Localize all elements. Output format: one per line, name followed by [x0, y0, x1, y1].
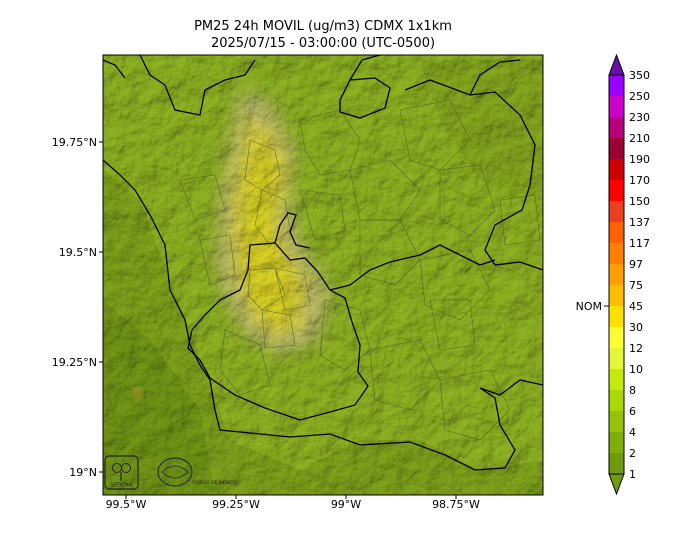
colorbar-tick-label: 12	[629, 342, 643, 355]
map-panel	[103, 55, 543, 495]
colorbar-segment	[609, 327, 624, 348]
colorbar-segment	[609, 138, 624, 159]
map-frame	[102, 54, 544, 496]
lat-tick-label: 19°N	[69, 466, 97, 479]
lon-tick-label: 98.75°W	[432, 498, 480, 511]
colorbar-segment	[609, 243, 624, 264]
colorbar-tick-label: 137	[629, 216, 650, 229]
municipal-boundaries	[179, 99, 541, 441]
map-subtitle-date: 2025/07/15 - 03:00:00 (UTC-0500)	[210, 36, 436, 51]
lat-tick-label: 19.75°N	[52, 136, 97, 149]
colorbar-tick-label: 1	[629, 468, 636, 481]
colorbar-tick-label: 97	[629, 258, 643, 271]
colorbar-tick-label: 30	[629, 321, 643, 334]
cdmx-logo: CIUDAD DE MÉXICO	[157, 457, 237, 487]
colorbar-tick-label: 250	[629, 90, 650, 103]
colorbar-segment	[609, 432, 624, 453]
colorbar-segment	[609, 285, 624, 306]
lat-tick-label: 19.25°N	[52, 356, 97, 369]
state-boundaries	[103, 55, 543, 471]
colorbar-tick-label: 117	[629, 237, 650, 250]
colorbar-segment	[609, 75, 624, 96]
colorbar-tick-label: 10	[629, 363, 643, 376]
colorbar-segment	[609, 390, 624, 411]
colorbar-segment	[609, 96, 624, 117]
lon-axis: 99.5°W 99.25°W 99°W 98.75°W	[106, 495, 480, 511]
colorbar-tick-label: 230	[629, 111, 650, 124]
colorbar-tick-label: 210	[629, 132, 650, 145]
colorbar-segment	[609, 306, 624, 327]
lat-tick-label: 19.5°N	[59, 246, 97, 259]
colorbar-max-extension	[608, 53, 625, 76]
colorbar-segment	[609, 453, 624, 474]
colorbar-tick-label: 8	[629, 384, 636, 397]
colorbar-segment	[609, 411, 624, 432]
lon-tick-label: 99.5°W	[106, 498, 147, 511]
colorbar-tick-label: 45	[629, 300, 643, 313]
sedema-logo-text: SEDEMA	[111, 483, 133, 489]
colorbar-tick-label: 170	[629, 174, 650, 187]
colorbar-min-extension	[608, 473, 625, 496]
colorbar-segment	[609, 222, 624, 243]
sedema-logo: SEDEMA	[104, 455, 139, 490]
lon-tick-label: 99.25°W	[212, 498, 260, 511]
colorbar-segment	[609, 117, 624, 138]
colorbar-tick-label: 2	[629, 447, 636, 460]
map-title: PM25 24h MOVIL (ug/m3) CDMX 1x1km	[194, 19, 452, 34]
colorbar-tick-label: 350	[629, 69, 650, 82]
colorbar-segment	[609, 369, 624, 390]
colorbar-segment	[609, 180, 624, 201]
colorbar-segment	[609, 264, 624, 285]
lon-tick-label: 99°W	[331, 498, 361, 511]
colorbar-tick-label: 75	[629, 279, 643, 292]
cdmx-logo-text: CIUDAD DE MÉXICO	[192, 478, 237, 486]
colorbar-tick-label: 6	[629, 405, 636, 418]
colorbar-tick-label: 190	[629, 153, 650, 166]
colorbar-tick-label: 150	[629, 195, 650, 208]
colorbar: 1246810123045759711713715017019021023025…	[576, 53, 650, 496]
colorbar-segment	[609, 348, 624, 369]
colorbar-segment	[609, 159, 624, 180]
lat-axis: 19.75°N 19.5°N 19.25°N 19°N	[52, 136, 103, 479]
colorbar-tick-label: 4	[629, 426, 636, 439]
colorbar-segment	[609, 201, 624, 222]
nom-marker-label: NOM	[576, 300, 602, 313]
colorbar-frame	[608, 74, 625, 475]
